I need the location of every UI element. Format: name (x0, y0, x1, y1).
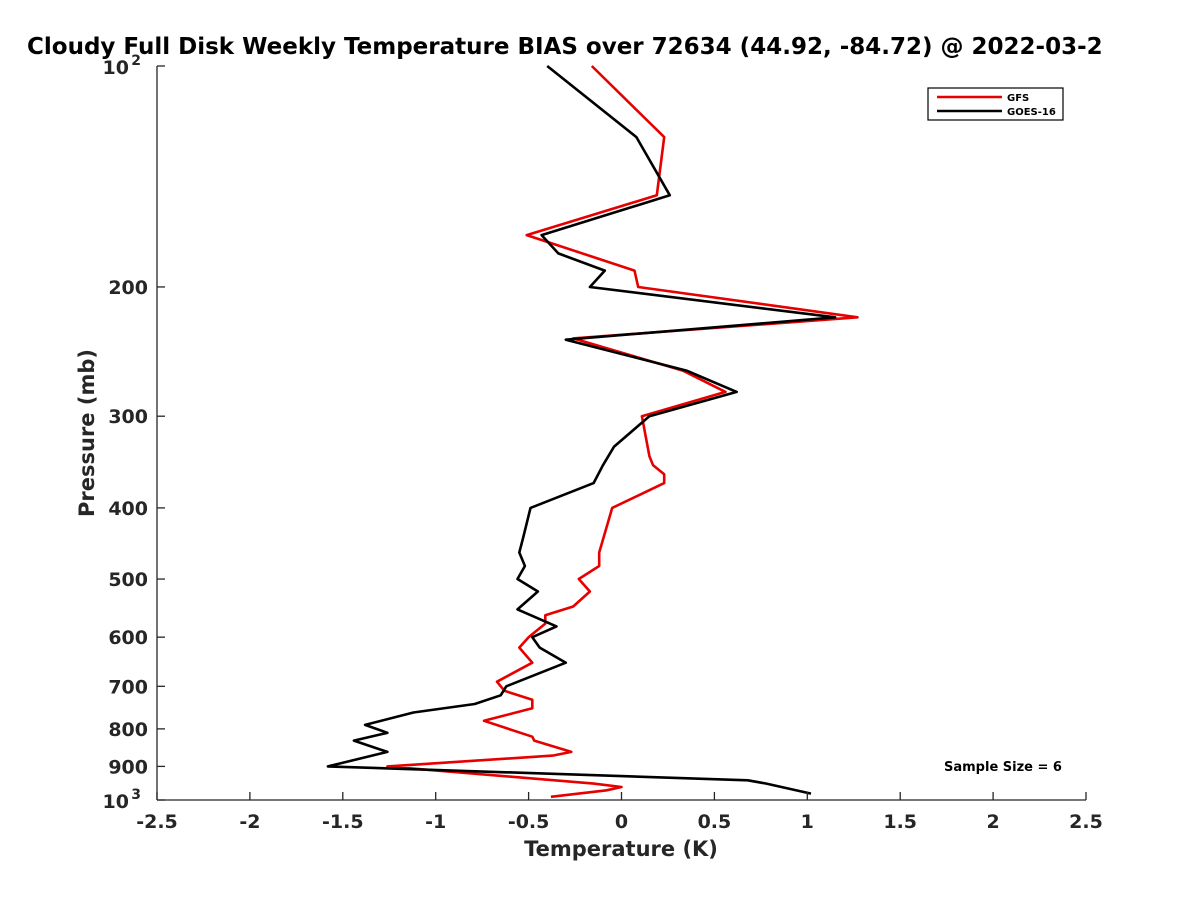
y-tick-label: 700 (108, 676, 148, 698)
axes: -2.5 -2 -1.5 -1 -0.5 0 0.5 1 1.5 2 2.5 200 300 400 500… (103, 53, 1103, 833)
y-bottom-label-base: 10 (103, 791, 129, 813)
y-tick-label: 400 (108, 498, 148, 520)
x-tick-label: -2 (239, 811, 260, 833)
x-tick-label: 0 (615, 811, 628, 833)
y-top-label: 10 2 (103, 53, 141, 79)
sample-size-annotation: Sample Size = 6 (944, 760, 1062, 775)
y-bottom-label-exponent: 3 (131, 787, 141, 803)
x-tick-label: -0.5 (508, 811, 550, 833)
series-line-gfs (386, 65, 859, 799)
legend-label: GFS (1007, 93, 1029, 104)
x-tick-label: 1 (801, 811, 814, 833)
x-tick-label: -2.5 (136, 811, 178, 833)
legend-label: GOES-16 (1007, 107, 1056, 118)
x-tick-label: -1.5 (322, 811, 364, 833)
y-tick-label: 300 (108, 406, 148, 428)
series-line-goes-16 (326, 64, 837, 795)
plot-area (326, 64, 859, 799)
x-tick-label: 2.5 (1069, 811, 1103, 833)
x-tick-label: 2 (986, 811, 999, 833)
y-tick-label: 800 (108, 719, 148, 741)
y-axis-label: Pressure (mb) (75, 349, 99, 517)
chart-title: Cloudy Full Disk Weekly Temperature BIAS… (27, 34, 1103, 60)
y-tick-label: 500 (108, 569, 148, 591)
x-tick-label: -1 (425, 811, 446, 833)
x-axis-label: Temperature (K) (524, 837, 718, 861)
legend: GFS GOES-16 (927, 87, 1064, 121)
y-bottom-label: 10 3 (103, 787, 141, 813)
y-top-label-exponent: 2 (131, 53, 141, 69)
x-tick-label: 1.5 (883, 811, 917, 833)
y-tick-label: 600 (108, 627, 148, 649)
x-tick-label: 0.5 (698, 811, 732, 833)
legend-box (927, 87, 1064, 121)
y-top-label-base: 10 (103, 57, 129, 79)
y-tick-label: 200 (108, 277, 148, 299)
y-tick-label: 900 (108, 756, 148, 778)
